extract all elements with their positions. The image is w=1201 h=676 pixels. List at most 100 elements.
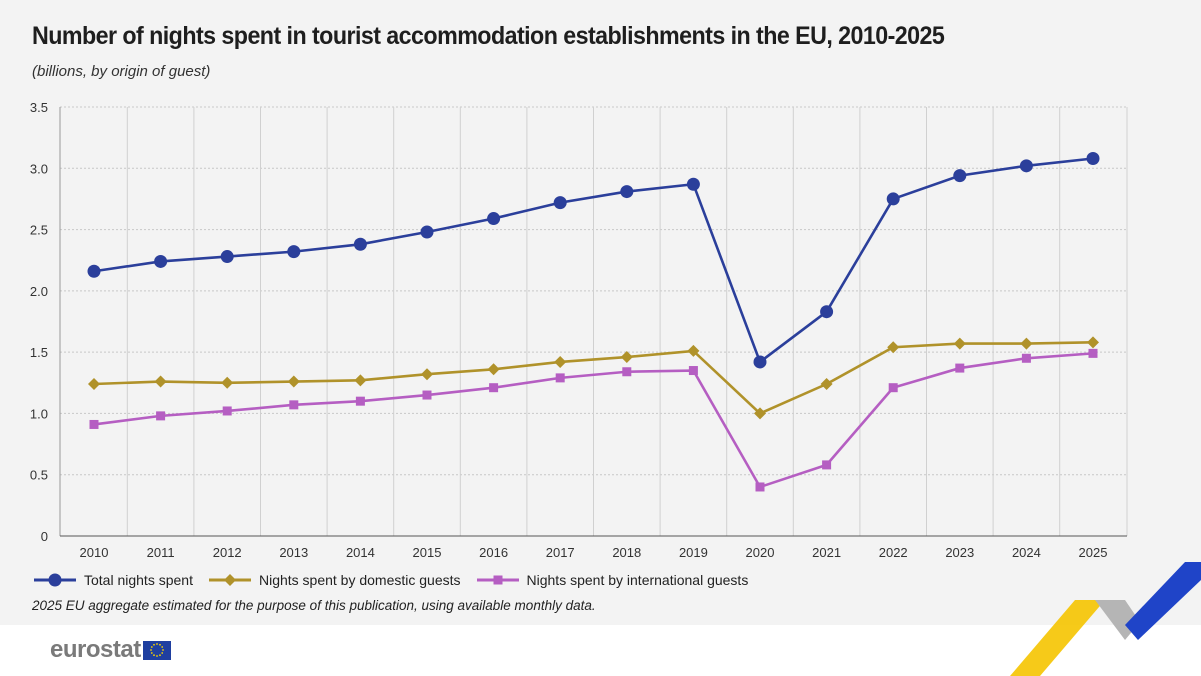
chart-title: Number of nights spent in tourist accomm…: [32, 22, 945, 50]
x-tick-label: 2025: [1079, 545, 1108, 560]
x-tick-label: 2019: [679, 545, 708, 560]
x-tick-label: 2015: [413, 545, 442, 560]
x-tick-label: 2021: [812, 545, 841, 560]
point-total-2010: [87, 264, 101, 278]
grey-stripe: [1095, 600, 1140, 640]
x-tick-label: 2024: [1012, 545, 1041, 560]
point-domestic-2019: [687, 344, 700, 357]
point-international-2013: [289, 400, 299, 410]
y-tick-label: 2.5: [30, 223, 48, 238]
x-tick-label: 2020: [746, 545, 775, 560]
point-domestic-2011: [154, 375, 167, 388]
point-total-2018: [620, 185, 634, 199]
point-total-2012: [220, 250, 234, 264]
point-domestic-2023: [953, 337, 966, 350]
point-domestic-2016: [487, 363, 500, 376]
logo-text: eurostat: [50, 636, 141, 663]
point-domestic-2022: [887, 341, 900, 354]
y-tick-label: 1.5: [30, 345, 48, 360]
legend-swatch: [208, 574, 251, 586]
point-international-2023: [955, 363, 965, 373]
point-total-2023: [953, 169, 967, 183]
y-tick-label: 2.0: [30, 284, 48, 299]
point-international-2014: [355, 396, 365, 406]
legend-swatch: [34, 573, 76, 587]
x-tick-label: 2011: [147, 545, 175, 560]
point-total-2015: [420, 225, 434, 239]
point-domestic-2020: [754, 407, 766, 420]
point-international-2016: [489, 383, 499, 393]
blue-stripe: [1125, 562, 1201, 640]
point-total-2024: [1019, 159, 1033, 173]
line-total: [93, 157, 1094, 365]
y-tick-label: 3.5: [30, 100, 48, 115]
point-international-2018: [622, 367, 632, 377]
point-domestic-2015: [421, 368, 433, 381]
point-total-2021: [820, 305, 834, 319]
point-total-2014: [353, 237, 367, 251]
point-domestic-2024: [1020, 337, 1033, 350]
legend-item-international: Nights spent by international guests: [475, 572, 749, 588]
y-tick-label: 3.0: [30, 161, 48, 176]
point-international-2022: [888, 383, 898, 393]
chart-subtitle: (billions, by origin of guest): [32, 63, 211, 80]
footnote: 2025 EU aggregate estimated for the purp…: [32, 598, 596, 613]
point-total-2011: [154, 254, 168, 268]
x-tick-label: 2018: [612, 545, 641, 560]
point-international-2024: [1021, 353, 1031, 363]
point-domestic-2025: [1087, 336, 1099, 349]
x-tick-label: 2016: [479, 545, 508, 560]
series-domestic: [88, 336, 1099, 420]
x-tick-label: 2017: [546, 545, 575, 560]
legend-marker-icon: [223, 574, 236, 586]
point-total-2020: [753, 355, 767, 369]
legend-label: Total nights spent: [84, 572, 193, 588]
line-domestic: [93, 341, 1094, 415]
legend-item-total: Total nights spent: [32, 572, 193, 588]
point-total-2017: [553, 196, 567, 210]
point-international-2020: [755, 482, 765, 492]
decorative-stripes: [1010, 562, 1201, 676]
legend-swatch: [476, 575, 519, 585]
point-domestic-2017: [554, 355, 567, 368]
eurostat-logo: eurostat: [50, 636, 171, 664]
legend: Total nights spent Nights spent by domest…: [32, 572, 748, 588]
point-total-2022: [886, 192, 900, 206]
point-international-2025: [1088, 348, 1098, 358]
x-tick-label: 2013: [279, 545, 308, 560]
yellow-stripe: [1010, 600, 1105, 676]
point-domestic-2012: [221, 376, 234, 389]
point-international-2021: [822, 460, 832, 470]
point-domestic-2013: [287, 375, 300, 388]
legend-item-domestic: Nights spent by domestic guests: [207, 572, 461, 588]
point-domestic-2010: [88, 378, 100, 391]
point-international-2010: [89, 419, 99, 429]
y-tick-label: 1.0: [30, 406, 48, 421]
x-tick-label: 2012: [213, 545, 242, 560]
legend-label: Nights spent by domestic guests: [258, 572, 461, 588]
point-international-2017: [555, 373, 565, 383]
point-domestic-2018: [620, 351, 633, 364]
eu-flag-icon: [142, 640, 171, 660]
point-international-2019: [688, 366, 698, 376]
legend-marker-icon: [48, 573, 62, 587]
series-total: [87, 151, 1100, 369]
point-total-2019: [686, 177, 700, 191]
y-tick-label: 0: [41, 529, 48, 544]
legend-label: Nights spent by international guests: [526, 572, 749, 588]
point-total-2013: [287, 245, 301, 259]
x-tick-label: 2022: [879, 545, 908, 560]
point-international-2011: [156, 411, 166, 421]
point-international-2015: [422, 390, 432, 400]
point-domestic-2014: [354, 374, 367, 387]
y-tick-label: 0.5: [30, 468, 48, 483]
x-tick-label: 2010: [80, 545, 109, 560]
line-international: [93, 352, 1094, 489]
x-tick-label: 2014: [346, 545, 375, 560]
point-international-2012: [222, 406, 232, 416]
series-international: [89, 348, 1098, 492]
legend-marker-icon: [493, 575, 503, 585]
x-tick-label: 2023: [945, 545, 974, 560]
point-domestic-2021: [820, 378, 833, 391]
